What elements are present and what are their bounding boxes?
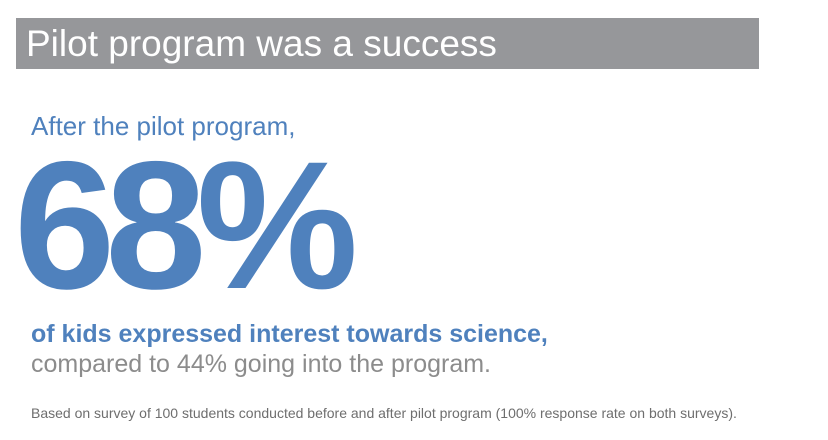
- footnote: Based on survey of 100 students conducte…: [31, 405, 737, 421]
- comparison-text: compared to 44% going into the program.: [31, 350, 491, 378]
- intro-text: After the pilot program,: [31, 111, 296, 141]
- page-title: Pilot program was a success: [26, 23, 497, 64]
- headline-stat: 68%: [14, 123, 358, 327]
- title-bar: Pilot program was a success: [16, 18, 759, 69]
- stat-description: of kids expressed interest towards scien…: [31, 320, 548, 348]
